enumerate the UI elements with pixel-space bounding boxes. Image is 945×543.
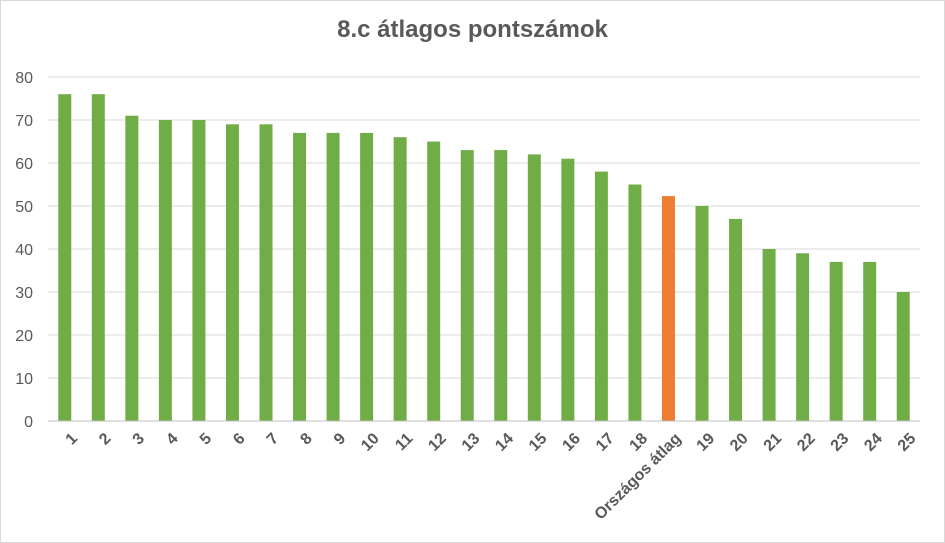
bar bbox=[158, 120, 172, 421]
bar bbox=[125, 115, 139, 421]
x-tick-label: 9 bbox=[331, 430, 349, 448]
x-tick-label: 14 bbox=[492, 430, 517, 455]
bar bbox=[494, 150, 508, 421]
bar bbox=[896, 292, 910, 421]
x-tick-label: 19 bbox=[694, 430, 719, 455]
x-tick-label: 3 bbox=[130, 430, 148, 448]
bar bbox=[527, 154, 541, 421]
y-tick-label: 70 bbox=[15, 113, 33, 130]
x-tick-label: 4 bbox=[163, 430, 181, 448]
x-tick-label: 10 bbox=[358, 430, 383, 455]
bar-national-average bbox=[661, 196, 675, 421]
chart-title: 8.c átlagos pontszámok bbox=[337, 16, 608, 43]
bar bbox=[695, 206, 709, 421]
y-tick-label: 50 bbox=[15, 199, 33, 216]
bar bbox=[427, 141, 441, 421]
bar bbox=[628, 184, 642, 421]
gridlines bbox=[48, 76, 920, 379]
x-tick-label: 12 bbox=[425, 430, 450, 455]
bar bbox=[561, 158, 575, 421]
bar bbox=[225, 124, 239, 422]
bar bbox=[91, 94, 105, 421]
bars bbox=[58, 94, 910, 422]
x-tick-label: 7 bbox=[264, 430, 282, 448]
y-tick-label: 30 bbox=[15, 285, 33, 302]
y-tick-label: 80 bbox=[15, 70, 33, 87]
x-tick-label: 20 bbox=[727, 430, 752, 455]
bar bbox=[326, 132, 340, 421]
x-tick-label: 1 bbox=[63, 430, 81, 448]
x-tick-label: 23 bbox=[828, 430, 853, 455]
bar bbox=[259, 124, 273, 422]
bar bbox=[360, 132, 374, 421]
y-tick-label: 10 bbox=[15, 371, 33, 388]
y-tick-label: 60 bbox=[15, 156, 33, 173]
y-axis-ticks: 0 10 20 30 40 50 60 70 80 bbox=[15, 70, 33, 431]
x-tick-label: 2 bbox=[96, 430, 114, 448]
x-tick-label: 11 bbox=[392, 430, 416, 454]
x-tick-label: 15 bbox=[526, 430, 551, 455]
bar bbox=[863, 261, 877, 421]
x-tick-label: 17 bbox=[593, 430, 618, 455]
x-tick-label: 18 bbox=[627, 430, 652, 455]
x-tick-label: 24 bbox=[861, 430, 886, 455]
bar bbox=[293, 132, 307, 421]
y-tick-label: 0 bbox=[24, 414, 33, 431]
bar bbox=[796, 253, 810, 421]
x-tick-label: 6 bbox=[230, 430, 248, 448]
bar bbox=[192, 120, 206, 421]
x-tick-label: 25 bbox=[895, 430, 920, 455]
x-tick-label: 8 bbox=[297, 430, 315, 448]
bar bbox=[729, 218, 743, 421]
bar bbox=[594, 171, 608, 421]
bar bbox=[829, 261, 843, 421]
x-tick-label: 13 bbox=[459, 430, 484, 455]
bar bbox=[460, 150, 474, 421]
y-tick-label: 20 bbox=[15, 328, 33, 345]
x-tick-label: 21 bbox=[761, 430, 786, 455]
x-tick-label: 22 bbox=[794, 430, 819, 455]
bar bbox=[393, 137, 407, 421]
bar bbox=[58, 94, 72, 421]
x-tick-label: 5 bbox=[197, 430, 215, 448]
y-tick-label: 40 bbox=[15, 242, 33, 259]
bar bbox=[762, 249, 776, 421]
x-tick-label: 16 bbox=[559, 430, 584, 455]
